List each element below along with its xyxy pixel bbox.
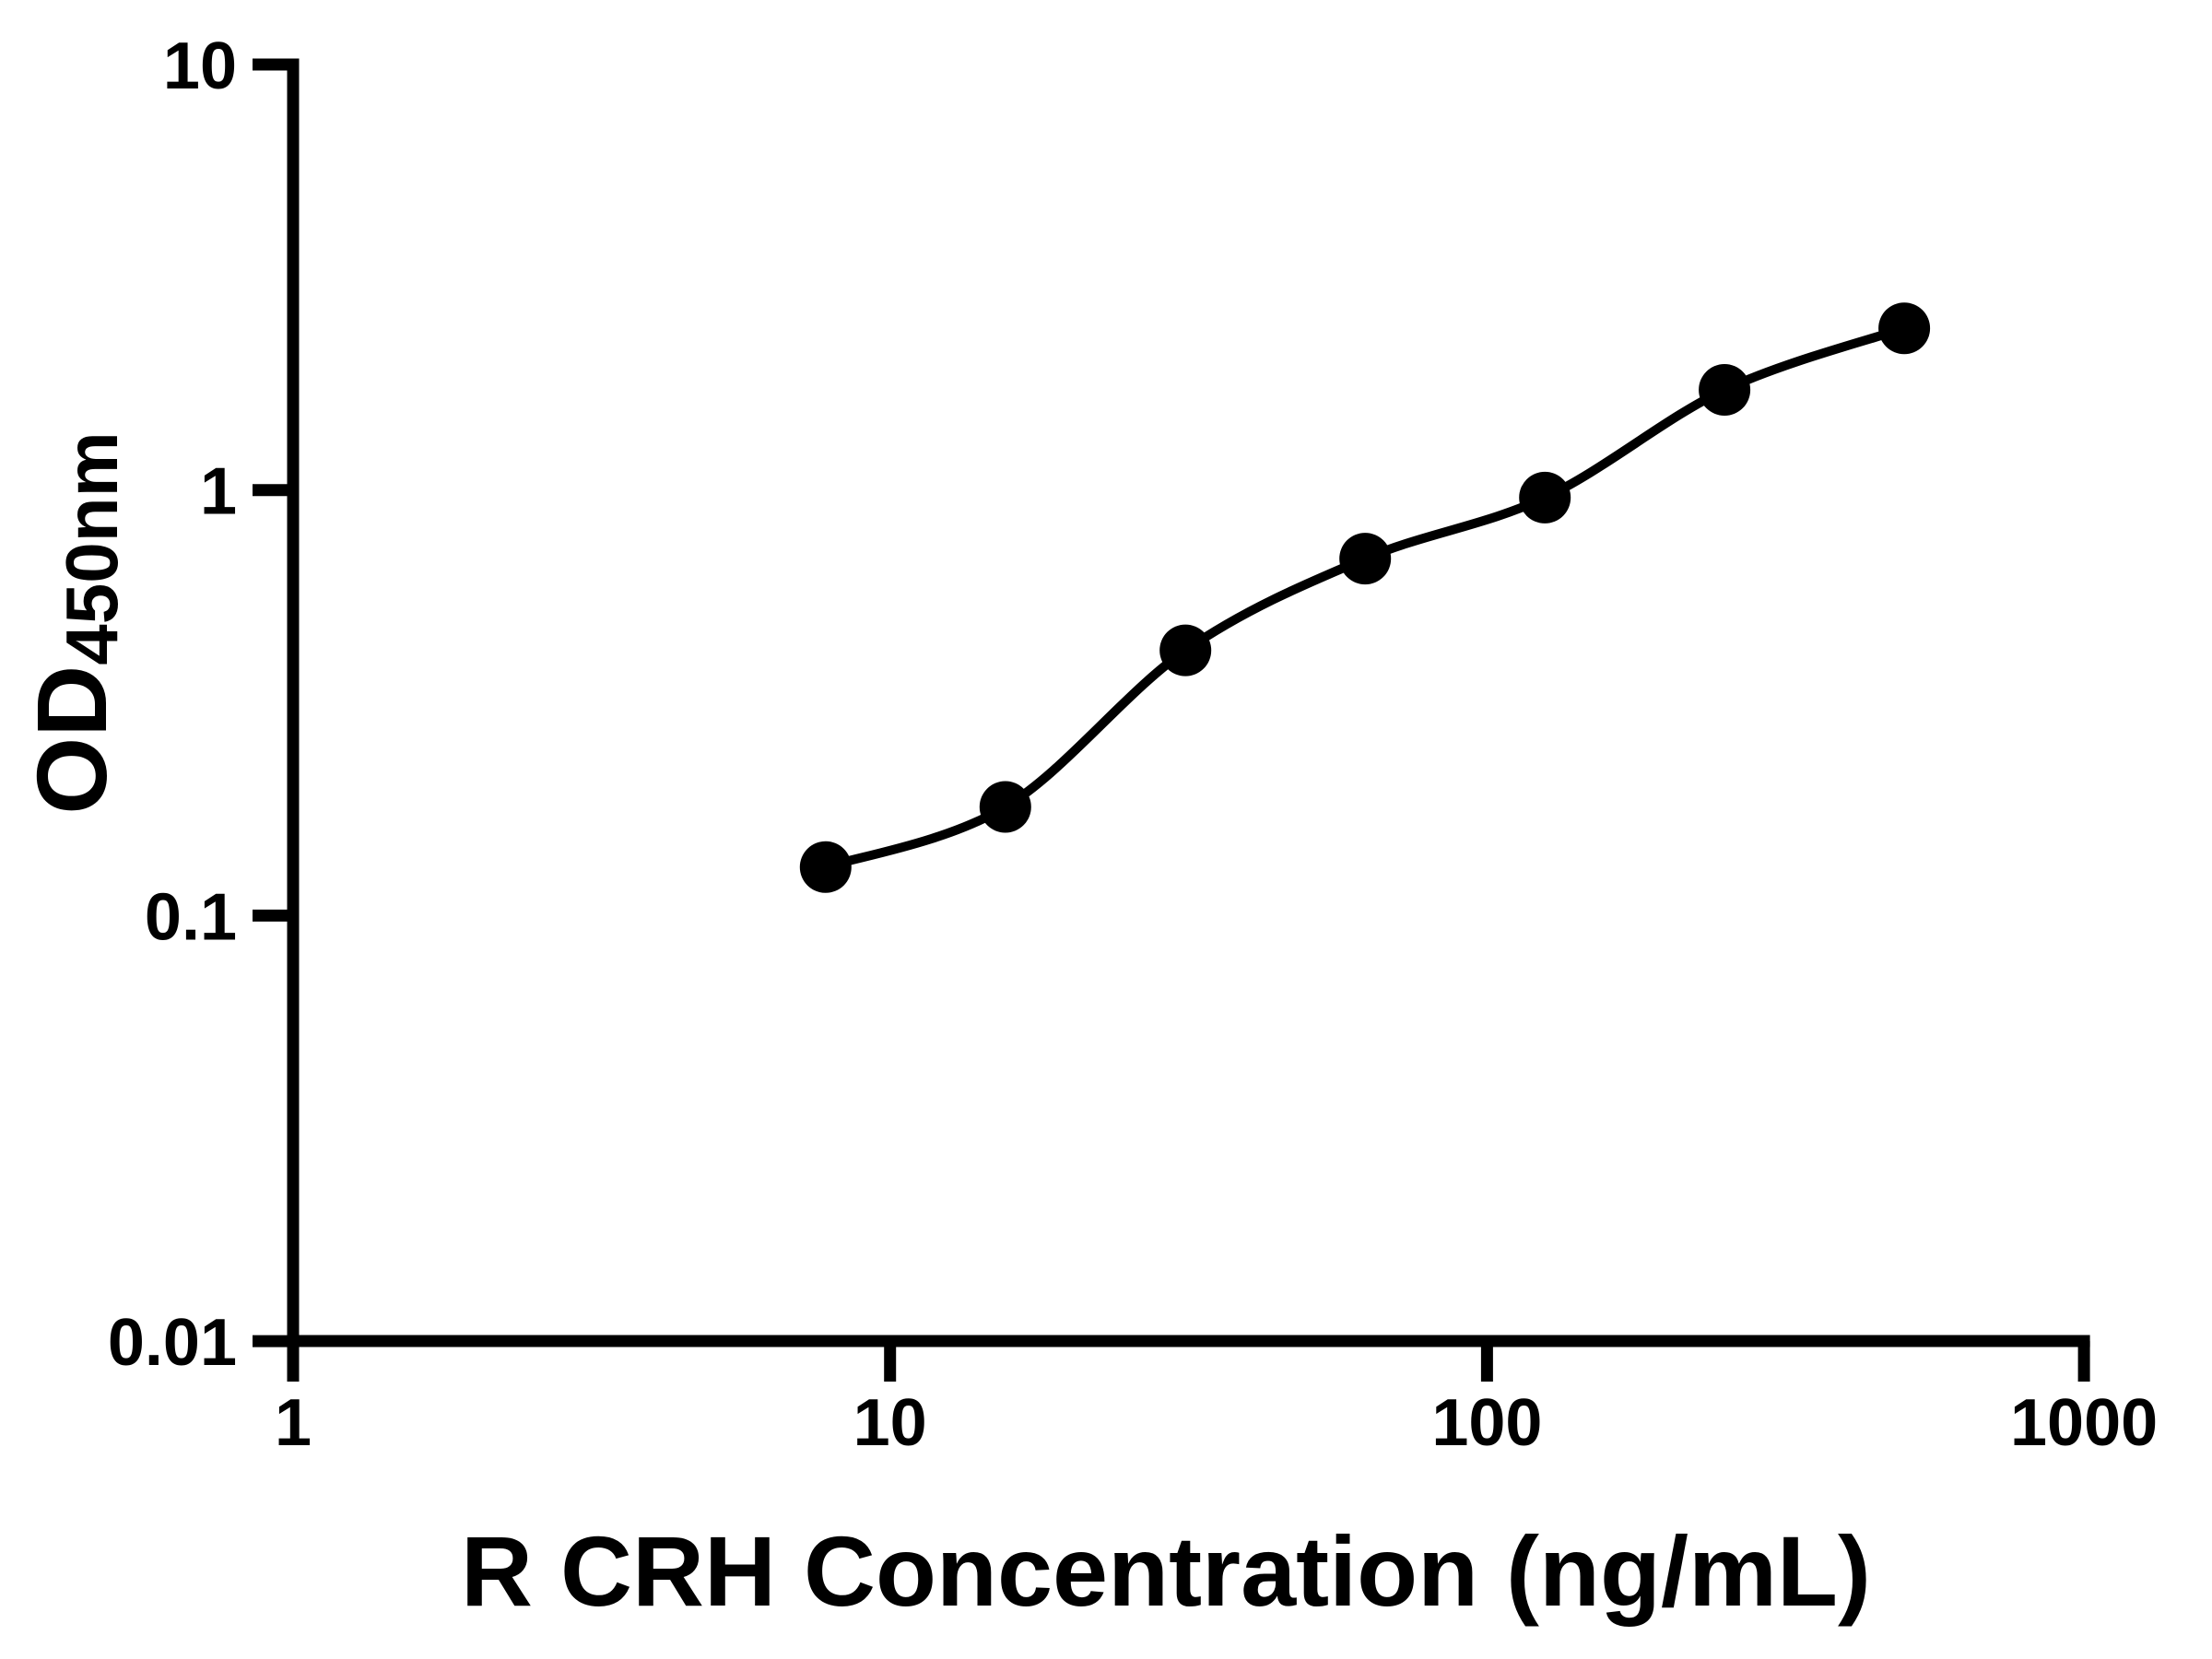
data-point-marker xyxy=(1159,624,1212,677)
data-point-marker xyxy=(799,841,852,893)
svg-text:OD450nm: OD450nm xyxy=(16,431,133,814)
data-point-marker xyxy=(1699,364,1751,416)
axes xyxy=(287,58,2090,1382)
data-point-marker xyxy=(1878,302,1931,355)
x-axis-title: R CRH Concentration (ng/mL) xyxy=(461,1515,1871,1627)
x-tick-label: 1000 xyxy=(2010,1386,2158,1460)
data-point-marker xyxy=(1519,471,1571,524)
x-tick-label: 10 xyxy=(853,1386,927,1460)
x-tick-marks xyxy=(287,1341,2090,1382)
x-tick-labels: 1 10 100 1000 xyxy=(275,1386,2158,1460)
y-tick-label: 10 xyxy=(163,29,237,103)
data-point-marker xyxy=(979,781,1031,833)
x-tick-label: 1 xyxy=(275,1386,312,1460)
y-axis-title-subscript: 450nm xyxy=(51,431,133,665)
y-tick-label: 0.01 xyxy=(108,1306,237,1380)
y-tick-label: 1 xyxy=(200,455,237,529)
data-points xyxy=(799,302,1931,893)
y-tick-label: 0.1 xyxy=(145,880,237,954)
data-point-marker xyxy=(1339,533,1392,585)
y-axis-title: OD450nm xyxy=(16,431,133,814)
x-tick-label: 100 xyxy=(1431,1386,1542,1460)
y-axis-title-main: OD xyxy=(16,665,127,815)
y-tick-labels: 10 1 0.1 0.01 xyxy=(108,29,237,1380)
fit-curve-path xyxy=(824,324,1906,872)
y-tick-marks xyxy=(253,58,293,1347)
plot-area xyxy=(799,302,1931,893)
